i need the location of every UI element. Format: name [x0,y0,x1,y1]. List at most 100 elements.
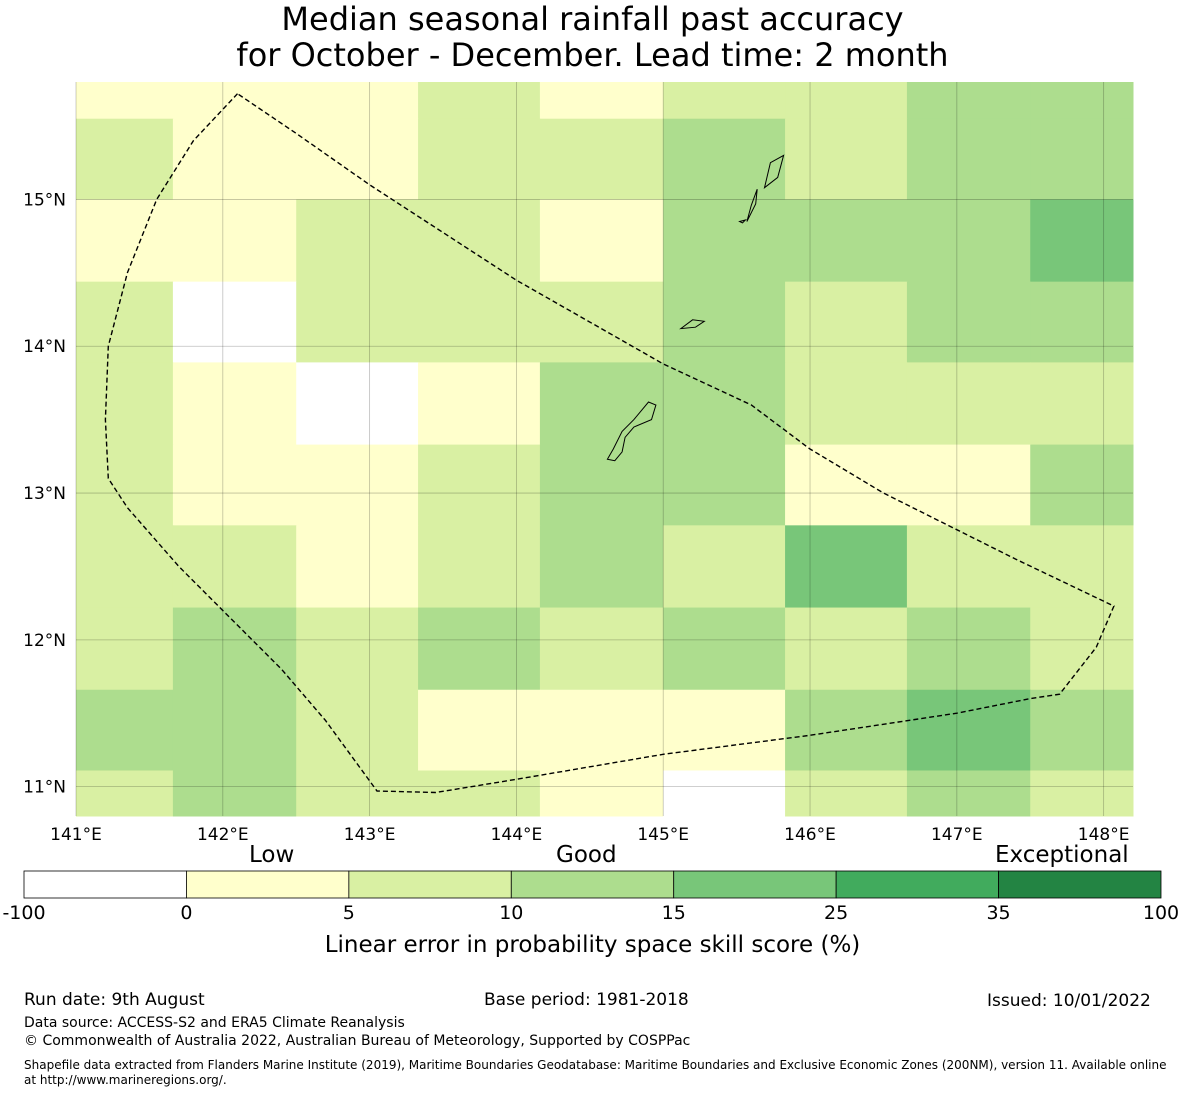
grid-cell [418,362,541,446]
grid-cell [172,118,297,200]
colorbar-tick-label: 100 [1142,902,1180,924]
data-source: Data source: ACCESS-S2 and ERA5 Climate … [24,1015,405,1031]
grid-cell [418,689,541,771]
lat-tick-label: 14°N [23,337,66,357]
grid-cell [76,118,174,200]
grid-cell [663,525,786,609]
grid-cell [785,281,908,363]
chart-title-line1: Median seasonal rainfall past accuracy [281,0,904,38]
grid-cell [76,444,174,526]
grid-cell [296,525,419,609]
grid-cell [539,118,664,200]
grid-cell [172,199,297,283]
grid-cell [76,82,174,120]
grid-cell [906,362,1031,446]
lon-tick-label: 142°E [197,825,249,845]
colorbar-tick-label: 15 [661,902,686,924]
grid-cell [76,770,174,817]
colorbar-segment [510,870,675,899]
grid-cell [172,281,297,363]
grid-cell [296,607,419,691]
grid-cell [296,82,419,120]
grid-cell [1030,281,1134,363]
grid-cell [296,362,419,446]
colorbar-segment [186,870,350,899]
grid-cell [1030,82,1134,120]
grid-cell [172,770,297,817]
grid-cell [172,689,297,771]
grid-cell [1030,362,1134,446]
lon-tick-label: 141°E [50,825,102,845]
grid-cell [663,444,786,526]
grid-cell [296,770,419,817]
grid-cell [906,607,1031,691]
lon-tick-label: 143°E [344,825,396,845]
grid-cell [172,607,297,691]
grid-cell [539,525,664,609]
colorbar-tick-label: 10 [499,902,524,924]
colorbar-label-good: Good [556,842,617,868]
grid-cell [906,281,1031,363]
lon-tick-label: 147°E [931,825,983,845]
grid-cell [1030,444,1134,526]
island-guam [606,401,657,462]
grid-cell [785,118,908,200]
grid-cell [663,281,786,363]
grid-cell [76,607,174,691]
grid-cell [539,362,664,446]
grid-cell [539,199,664,283]
grid-cell [663,82,786,120]
grid-cell [1030,118,1134,200]
grid-cell [418,82,541,120]
island-rota [679,319,706,330]
grid-cell [663,118,786,200]
lat-tick-label: 11°N [23,778,66,798]
grid-cell [418,607,541,691]
grid-cell [296,444,419,526]
colorbar-label-exceptional: Exceptional [995,842,1129,868]
colorbar-segment [348,870,512,899]
colorbar-segment [23,870,187,899]
grid-cell [418,199,541,283]
lat-tick-label: 13°N [23,484,66,504]
issued-date: Issued: 10/01/2022 [987,991,1151,1011]
grid-cell [1030,525,1134,609]
grid-cell [418,118,541,200]
lon-tick-label: 148°E [1078,825,1130,845]
grid-cell [296,199,419,283]
grid-cell [785,444,908,526]
grid-cell [1030,770,1134,817]
grid-cell [1030,607,1134,691]
grid-cell [76,281,174,363]
grid-cell [539,281,664,363]
grid-cell [172,444,297,526]
colorbar-segment [998,870,1162,899]
grid-cell [663,607,786,691]
grid-cell [418,525,541,609]
grid-cell [539,607,664,691]
grid-cell [906,444,1031,526]
lon-tick-label: 146°E [784,825,836,845]
grid-cell [418,281,541,363]
grid-cell [539,770,664,817]
grid-cell [785,82,908,120]
colorbar-tick-label: 35 [986,902,1011,924]
grid-cell [785,362,908,446]
lat-tick-label: 12°N [23,631,66,651]
grid-cell [76,525,174,609]
grid-cell [76,689,174,771]
colorbar-axis-label: Linear error in probability space skill … [324,932,861,958]
colorbar-segment [835,870,999,899]
chart-title-line2: for October - December. Lead time: 2 mon… [236,36,949,74]
grid-cell [906,82,1031,120]
colorbar-tick-label: 5 [342,902,355,924]
colorbar-tick-label: 0 [180,902,193,924]
grid-cell [785,607,908,691]
grid-cell [296,281,419,363]
grid-cell [76,362,174,446]
grid-cell [172,525,297,609]
grid-cell [906,525,1031,609]
island-tinian [746,189,758,222]
lat-tick-label: 15°N [23,190,66,210]
